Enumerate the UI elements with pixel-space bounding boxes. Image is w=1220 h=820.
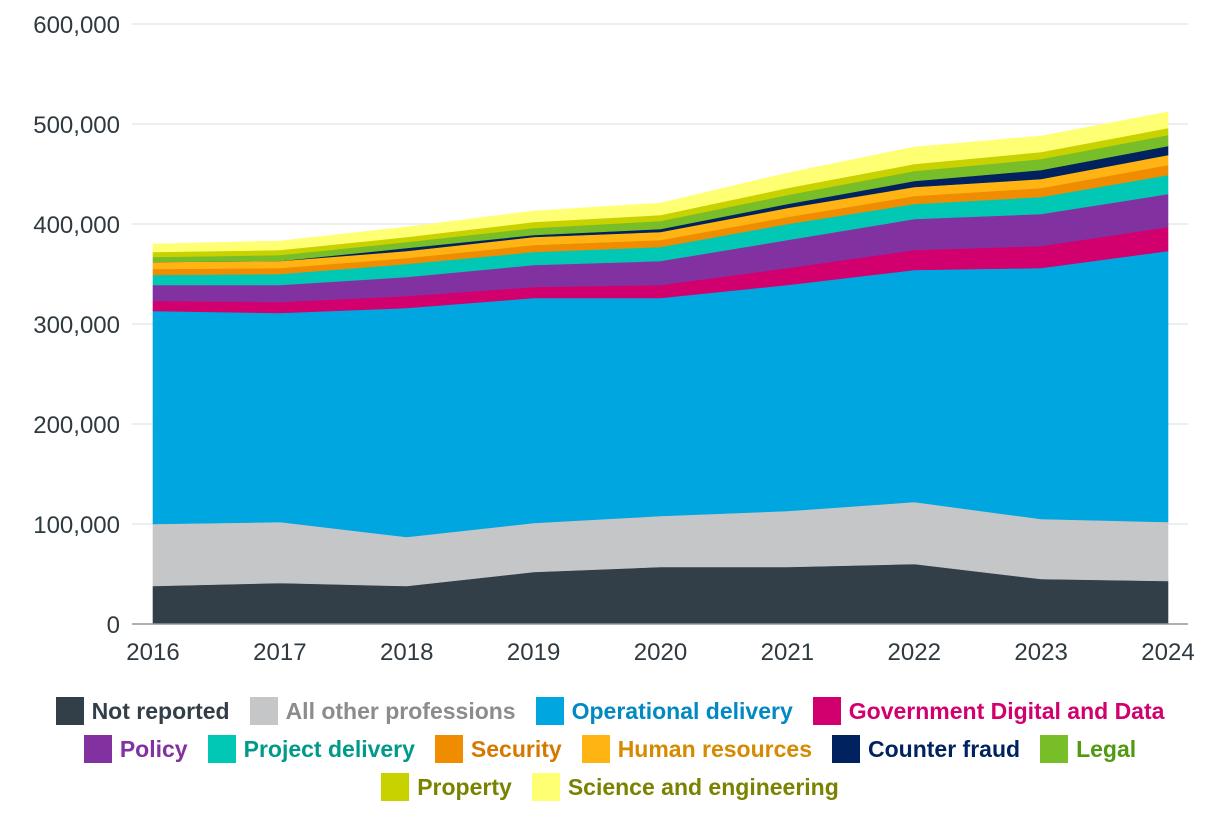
legend-label: Policy: [119, 736, 188, 762]
legend-swatch: [1040, 735, 1069, 763]
legend-label: Science and engineering: [567, 774, 839, 800]
y-tick-label: 400,000: [33, 212, 120, 239]
legend-label: Not reported: [91, 698, 230, 724]
legend-item: Policy: [83, 734, 188, 764]
legend-swatch: [535, 697, 564, 725]
axes: 0 100,000 200,000 300,000 400,000 500,000 600,…: [33, 12, 1194, 666]
legend-swatch: [207, 735, 236, 763]
legend-label: Legal: [1076, 736, 1137, 762]
legend-item: Counter fraud: [832, 734, 1020, 764]
legend-swatch: [531, 773, 560, 801]
legend-swatch: [249, 697, 278, 725]
y-tick-label: 200,000: [33, 412, 120, 439]
legend-item: Security: [434, 734, 562, 764]
stacked-area-chart: 0 100,000 200,000 300,000 400,000 500,000 600,…: [33, 12, 1194, 666]
legend-item: Science and engineering: [531, 772, 839, 802]
x-tick-label: 2021: [761, 639, 814, 666]
x-tick-label: 2020: [634, 639, 687, 666]
legend-swatch: [434, 735, 463, 763]
legend-swatch: [83, 735, 112, 763]
y-tick-label: 0: [107, 612, 120, 639]
legend-swatch: [581, 735, 610, 763]
x-tick-label: 2024: [1141, 639, 1194, 666]
legend-label: Counter fraud: [868, 736, 1021, 762]
y-tick-label: 600,000: [33, 12, 120, 39]
y-tick-label: 100,000: [33, 512, 120, 539]
legend-label: Human resources: [617, 736, 812, 762]
x-tick-label: 2018: [380, 639, 433, 666]
x-tick-label: 2022: [888, 639, 941, 666]
legend-item: Project delivery: [207, 734, 415, 764]
legend-label: All other professions: [285, 698, 516, 724]
legend-item: Human resources: [581, 734, 812, 764]
legend-item: Property: [381, 772, 512, 802]
legend-swatch: [832, 735, 860, 763]
legend-item: All other professions: [249, 696, 516, 726]
legend-item: Government Digital and Data: [812, 696, 1165, 726]
legend-swatch: [55, 697, 84, 725]
legend-label: Security: [470, 736, 562, 762]
legend-label: Property: [417, 774, 512, 800]
legend-item: Not reported: [55, 696, 230, 726]
area-series-layer: [152, 111, 1169, 625]
legend-swatch: [381, 773, 410, 801]
y-tick-label: 500,000: [33, 112, 120, 139]
legend-swatch: [812, 697, 841, 725]
legend-item: Legal: [1040, 734, 1136, 764]
y-tick-label: 300,000: [33, 312, 120, 339]
x-tick-label: 2017: [253, 639, 306, 666]
x-tick-label: 2023: [1014, 639, 1067, 666]
legend-label: Government Digital and Data: [848, 698, 1165, 724]
chart-legend: Not reported All other professions Operati…: [14, 696, 1206, 802]
legend-label: Operational delivery: [571, 698, 793, 724]
x-tick-label: 2019: [507, 639, 560, 666]
legend-item: Operational delivery: [535, 696, 793, 726]
x-tick-label: 2016: [126, 639, 179, 666]
legend-label: Project delivery: [243, 736, 415, 762]
area-science-and-engineering: [152, 111, 1169, 253]
